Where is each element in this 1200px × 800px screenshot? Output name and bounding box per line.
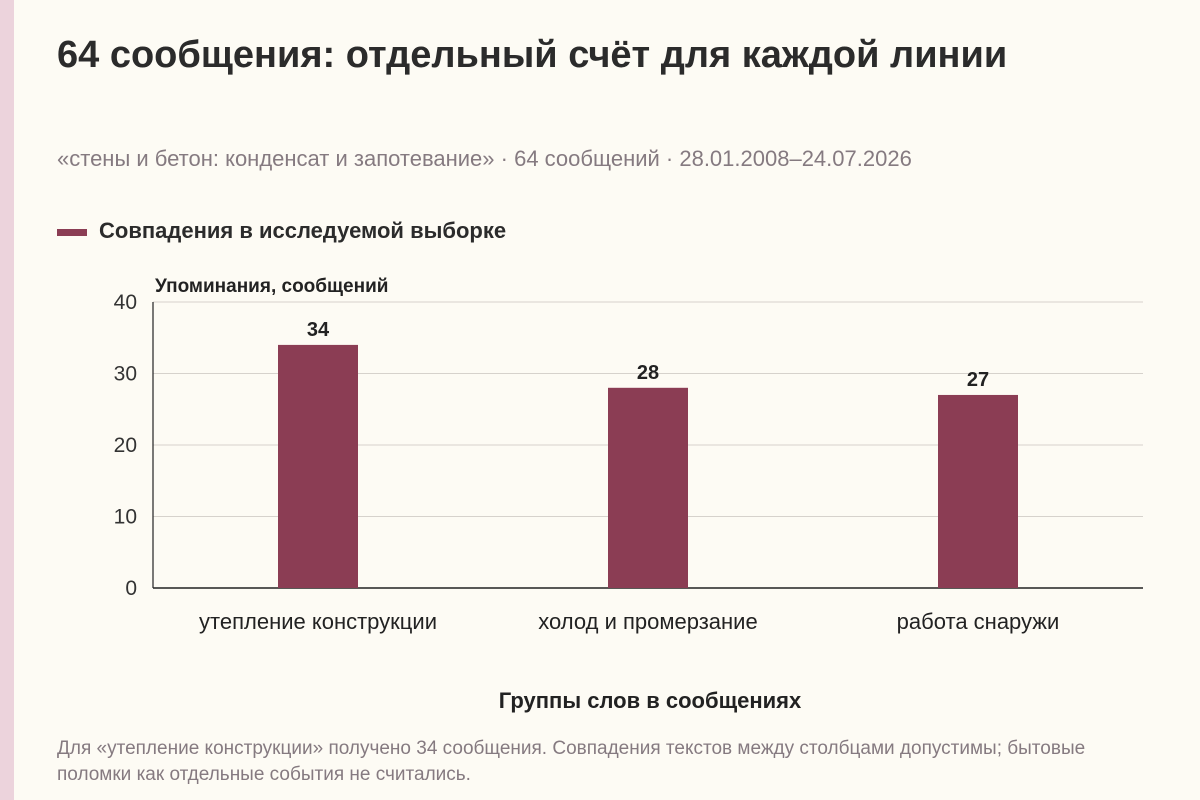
y-tick-label: 30 [114,363,137,386]
y-tick-label: 20 [114,434,137,457]
chart-subtitle: «стены и бетон: конденсат и запотевание»… [57,146,912,171]
legend-label: Совпадения в исследуемой выборке [99,218,507,243]
y-axis-title: Упоминания, сообщений [155,276,388,297]
bar-value-label: 28 [637,362,659,384]
x-tick-label: работа снаружи [897,609,1060,634]
bar-value-label: 34 [307,319,330,341]
footnote: Для «утепление конструкции» получено 34 … [57,738,1086,785]
y-tick-label: 0 [125,577,137,600]
x-axis-title: Группы слов в сообщениях [499,688,802,713]
accent-stripe [0,0,14,800]
chart-title: 64 сообщения: отдельный счёт для каждой … [57,34,1008,76]
bar [608,387,688,588]
x-tick-label: утепление конструкции [199,609,437,634]
x-tick-label: холод и промерзание [538,609,757,634]
legend: Совпадения в исследуемой выборке [57,218,506,244]
bar [278,344,358,588]
bar [938,394,1018,588]
legend-swatch [57,228,87,236]
y-tick-label: 40 [114,291,137,314]
y-tick-label: 10 [114,506,137,529]
bar-value-label: 27 [967,369,989,391]
